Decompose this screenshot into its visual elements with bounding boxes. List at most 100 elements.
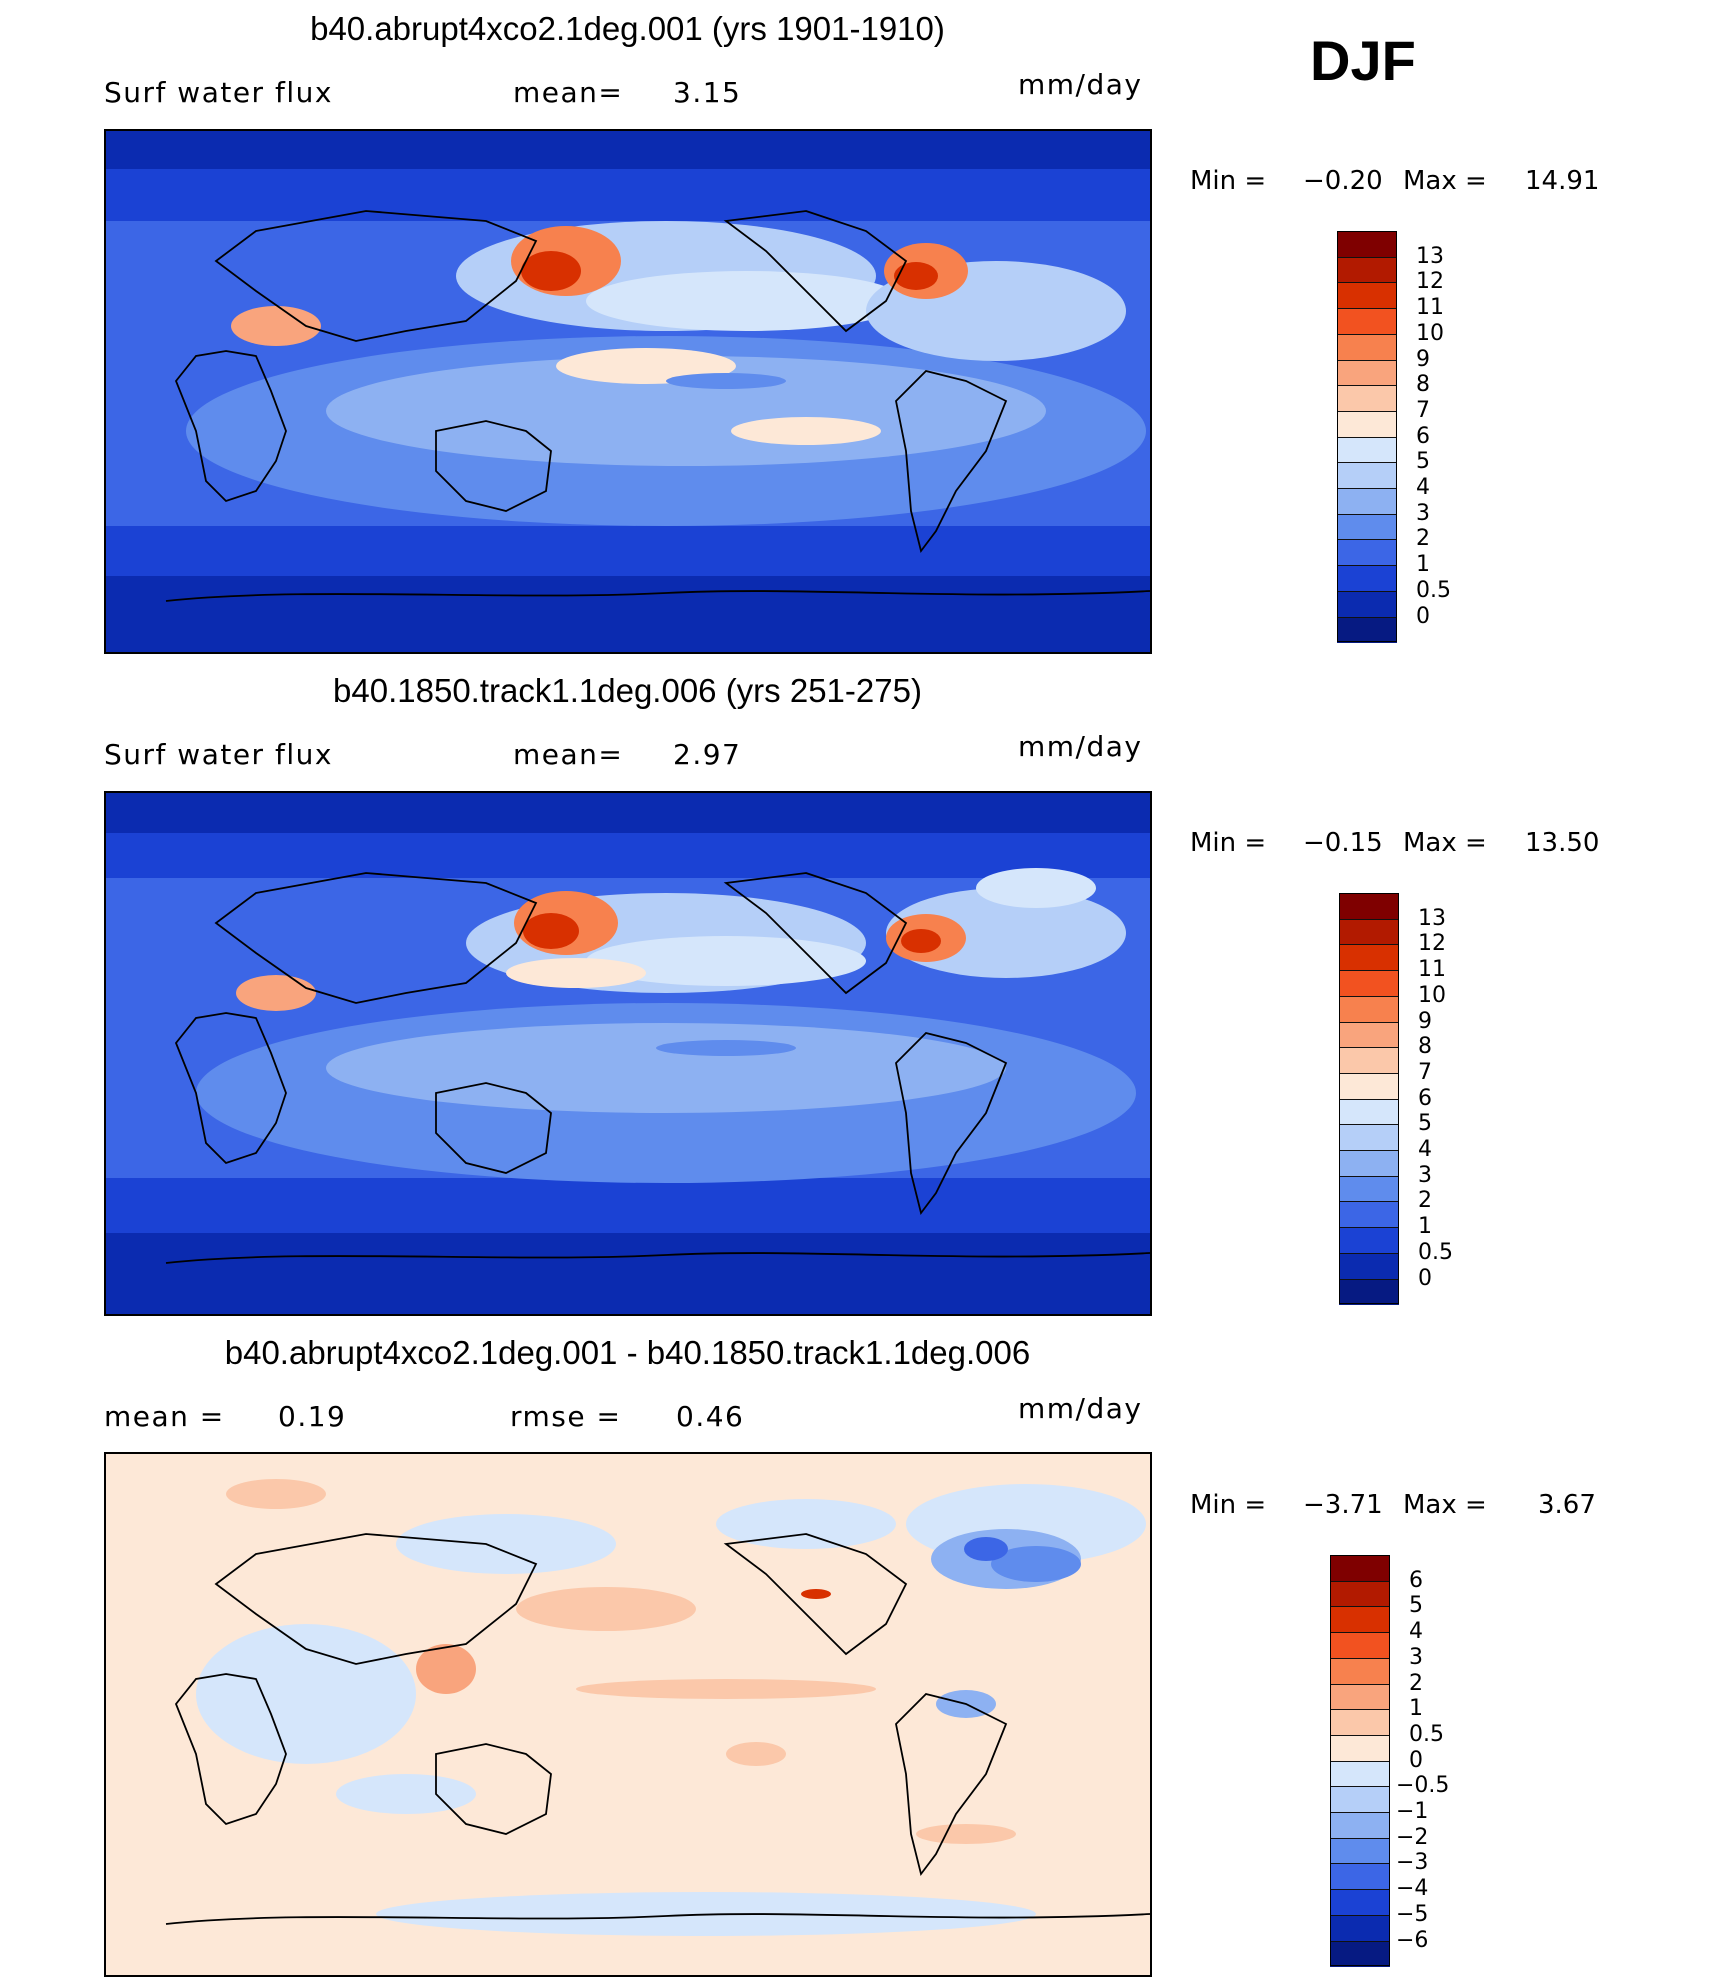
colorbar-tick-label: 11 — [1416, 295, 1444, 321]
colorbar-tick-label: −1 — [1396, 1799, 1429, 1824]
colorbar-swatch — [1330, 1940, 1390, 1967]
antarctic-band — [106, 1233, 1150, 1314]
itcz-pos — [576, 1679, 876, 1699]
panel-1-max-label: Max = — [1403, 166, 1487, 196]
colorbar-tick-label: 9 — [1418, 1008, 1432, 1034]
colorbar-tick-label: 7 — [1416, 397, 1430, 423]
colorbar-frame — [1330, 1555, 1390, 1967]
australia-coast — [435, 420, 552, 512]
colorbar-swatch — [1330, 1837, 1390, 1864]
panel-3-max-label: Max = — [1403, 1490, 1487, 1520]
indian-neg — [336, 1774, 476, 1814]
africa-neg — [196, 1624, 416, 1764]
colorbar-swatch — [1330, 1863, 1390, 1890]
colorbar-tick-label: 4 — [1418, 1137, 1432, 1162]
africa-coast — [174, 350, 287, 503]
npac-warm — [506, 958, 646, 988]
colorbar-tick-label: 1 — [1409, 1696, 1423, 1722]
antarctica-coast — [165, 1913, 1150, 1925]
south-america-coast — [895, 1693, 1008, 1877]
colorbar-tick-label: 2 — [1418, 1188, 1432, 1214]
antarctic-band — [106, 576, 1150, 652]
africa-coast — [174, 1673, 287, 1826]
tropical-band-mid — [326, 1023, 1006, 1113]
north-america-coast — [723, 1533, 908, 1656]
colorbar-tick-label: 9 — [1416, 346, 1430, 372]
panel-3-map-svg — [106, 1454, 1150, 1975]
colorbar-tick-label: 4 — [1409, 1619, 1423, 1645]
arctic-band-dark — [106, 793, 1150, 833]
colorbar-swatch — [1337, 462, 1397, 489]
colorbar-swatch — [1339, 1124, 1399, 1151]
arctic-band-dark — [106, 131, 1150, 169]
panel-1-variable-label: Surf water flux — [104, 76, 333, 109]
panel-1-title: b40.abrupt4xco2.1deg.001 (yrs 1901-1910) — [310, 10, 945, 47]
colorbar-tick-label: 3 — [1409, 1644, 1423, 1670]
colorbar-tick-label: 6 — [1409, 1567, 1423, 1593]
eq-dry-band — [666, 373, 786, 389]
colorbar-tick-label: 3 — [1416, 500, 1430, 526]
kuroshio-max — [521, 251, 581, 291]
kuroshio-ext — [586, 271, 906, 331]
colorbar-swatch — [1337, 590, 1397, 617]
colorbar-frame — [1339, 893, 1399, 1305]
panel-3-units: mm/day — [1018, 1392, 1143, 1425]
colorbar-tick-label: 6 — [1418, 1085, 1432, 1111]
labrador-field — [976, 868, 1096, 908]
panel-2-min-value: −0.15 — [1303, 828, 1383, 858]
colorbar-tick-label: 10 — [1418, 982, 1446, 1008]
colorbar-tick-label: 3 — [1418, 1162, 1432, 1188]
colorbar-tick-label: 0 — [1416, 603, 1430, 629]
colorbar-swatch — [1337, 436, 1397, 463]
panel-3-map — [104, 1452, 1152, 1977]
colorbar-swatch — [1339, 995, 1399, 1022]
antarctica-coast — [165, 590, 1150, 602]
colorbar-tick-label: −4 — [1396, 1876, 1429, 1902]
arabian-warm — [231, 306, 321, 346]
spac-pos — [726, 1742, 786, 1766]
colorbar-swatch — [1330, 1606, 1390, 1633]
colorbar-tick-label: 8 — [1416, 372, 1430, 398]
colorbar-swatch — [1330, 1812, 1390, 1839]
eurasia-coast — [214, 872, 538, 1004]
colorbar-tick-label: 5 — [1418, 1111, 1432, 1137]
colorbar-swatch — [1337, 410, 1397, 438]
spcz-warm — [731, 417, 881, 445]
colorbar-swatch — [1339, 918, 1399, 945]
panel-1-max-value: 14.91 — [1525, 166, 1600, 196]
colorbar-swatch — [1330, 1760, 1390, 1787]
gulfstream-max — [901, 929, 941, 953]
panel-3-mean-label: mean = — [104, 1400, 225, 1433]
south-america-coast — [895, 1032, 1008, 1216]
colorbar-tick-label: 12 — [1418, 931, 1446, 957]
coastlines — [165, 210, 1150, 602]
siberia-neg — [396, 1514, 616, 1574]
colorbar-tick-label: 12 — [1416, 269, 1444, 295]
colorbar-swatch — [1337, 539, 1397, 566]
colorbar-tick-label: 7 — [1418, 1059, 1432, 1085]
colorbar-tick-label: 0.5 — [1418, 1239, 1453, 1265]
coastlines — [165, 872, 1150, 1264]
panel-2-min-label: Min = — [1190, 828, 1267, 858]
north-america-coast — [723, 872, 908, 995]
colorbar-swatch — [1337, 333, 1397, 360]
season-label: DJF — [1310, 29, 1416, 92]
coastlines — [165, 1533, 1150, 1925]
colorbar-tick-label: −0.5 — [1396, 1773, 1450, 1799]
colorbar-swatch — [1330, 1889, 1390, 1916]
colorbar-tick-label: 0.5 — [1416, 577, 1451, 603]
colorbar-tick-label: 4 — [1416, 475, 1430, 500]
colorbar-swatch — [1339, 1098, 1399, 1125]
colorbar-tick-label: 6 — [1416, 423, 1430, 449]
gulfstream-max — [894, 262, 938, 290]
colorbar-swatch — [1339, 1201, 1399, 1228]
panel-2-variable-label: Surf water flux — [104, 738, 333, 771]
eurasia-coast — [214, 1533, 538, 1665]
colorbar-swatch — [1339, 944, 1399, 971]
panel-1-mean-label: mean= — [513, 76, 624, 109]
kuroshio-pos — [516, 1587, 696, 1631]
colorbar-tick-label: 5 — [1409, 1593, 1423, 1619]
colorbar-swatch — [1339, 1047, 1399, 1074]
satl-pos — [916, 1824, 1016, 1844]
colorbar-tick-label: 0 — [1409, 1747, 1423, 1773]
